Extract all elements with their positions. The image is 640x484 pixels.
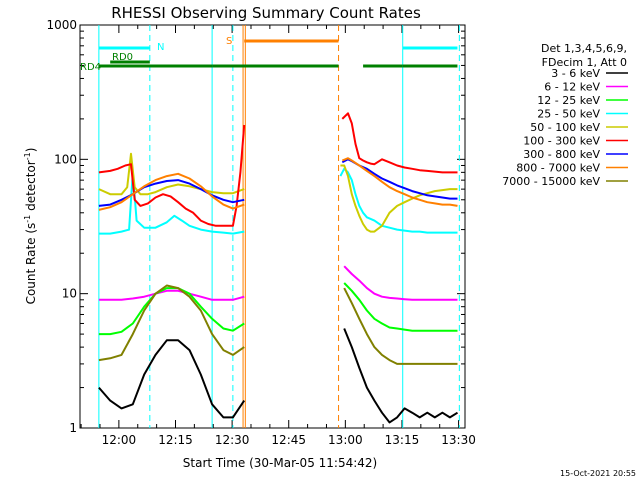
chart-title: RHESSI Observing Summary Count Rates [111, 4, 421, 22]
state-bar-label-rd4: RD4 [80, 62, 101, 73]
x-tick-label: 13:15 [385, 433, 420, 447]
y-axis-label-suffix: ) [24, 148, 38, 153]
legend-entry-label: 12 - 25 keV [537, 94, 600, 107]
y-axis-label: Count Rate (s-1 detector-1) [23, 148, 38, 305]
y-axis-label-exponent-2: -1 [23, 152, 32, 160]
legend: Det 1,3,4,5,6,9, FDecim 1, Att 0 3 - 6 k… [502, 42, 628, 188]
legend-entry-label: 6 - 12 keV [544, 81, 600, 94]
plot-frame [79, 24, 466, 429]
series-line [98, 265, 458, 301]
x-tick-label: 12:15 [158, 433, 193, 447]
series-line [98, 157, 458, 211]
y-tick-label: 10 [62, 287, 77, 301]
x-tick-label: 12:30 [215, 433, 250, 447]
series-line [98, 112, 458, 227]
legend-entry-label: 25 - 50 keV [537, 108, 600, 121]
y-axis-label-exponent: -1 [23, 215, 32, 223]
state-bars: N RD0 RD4 S [80, 36, 458, 73]
generation-timestamp: 15-Oct-2021 20:55 [560, 469, 636, 478]
y-tick-label: 1 [69, 421, 77, 435]
legend-entry-label: 3 - 6 keV [551, 67, 600, 80]
series-line [98, 328, 459, 424]
x-tick-label: 13:00 [328, 433, 363, 447]
y-axis-label-middle: detector [24, 160, 38, 215]
legend-entry-label: 300 - 800 keV [523, 148, 600, 161]
legend-entry-label: 100 - 300 keV [523, 135, 600, 148]
series-lines [98, 112, 459, 424]
y-axis-label-prefix: Count Rate (s [24, 223, 38, 305]
series-line [98, 282, 458, 336]
x-tick-label: 12:45 [271, 433, 306, 447]
legend-header-decimation: FDecim 1, Att 0 [542, 56, 627, 69]
series-line [98, 152, 458, 233]
y-tick-label: 1000 [46, 18, 77, 32]
series-line [98, 284, 458, 365]
state-bar-label-s: S [226, 36, 232, 47]
series-line [98, 167, 458, 235]
legend-entry-label: 7000 - 15000 keV [502, 175, 600, 188]
state-bar-label-n: N [157, 42, 164, 53]
state-bar-label-rd0: RD0 [112, 52, 133, 63]
x-tick-label: 13:30 [441, 433, 476, 447]
y-tick-label: 100 [54, 152, 77, 166]
x-tick-label: 12:00 [102, 433, 137, 447]
axes: 12:00 12:15 12:30 12:45 13:00 13:15 13:30 1 10 10… [46, 18, 475, 447]
legend-header-detectors: Det 1,3,4,5,6,9, [541, 42, 627, 55]
x-axis-label: Start Time (30-Mar-05 11:54:42) [183, 456, 377, 470]
legend-entry-label: 800 - 7000 keV [516, 162, 600, 175]
legend-entry-label: 50 - 100 keV [530, 121, 600, 134]
